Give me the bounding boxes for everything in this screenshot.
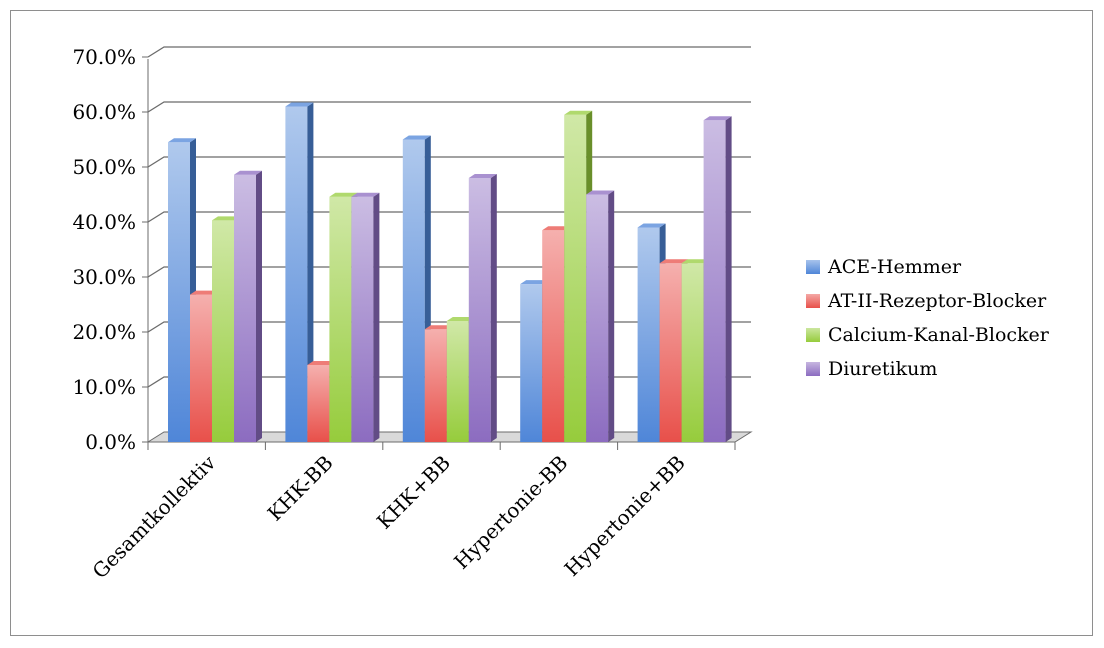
x-category-label: Hypertonie-BB xyxy=(449,451,572,574)
x-category-label: KHK+BB xyxy=(372,451,455,534)
legend-item: Calcium-Kanal-Blocker xyxy=(806,318,1096,352)
legend-item: Diuretikum xyxy=(806,352,1096,386)
bar xyxy=(234,171,262,442)
bar xyxy=(351,193,379,442)
bar xyxy=(704,116,732,442)
x-category-label: Gesamtkollektiv xyxy=(88,450,221,583)
legend-item: AT-II-Rezeptor-Blocker xyxy=(806,284,1096,318)
y-tick-label: 0.0% xyxy=(85,430,136,454)
legend-swatch xyxy=(806,260,820,274)
legend-label: Diuretikum xyxy=(828,358,937,380)
y-axis-ticks: 0.0% 10.0% 20.0% 30.0% 40.0% 50.0% 60.0% 70.0% xyxy=(72,45,136,454)
y-tick-label: 50.0% xyxy=(72,155,136,179)
legend-swatch xyxy=(806,328,820,342)
legend-item: ACE-Hemmer xyxy=(806,250,1096,284)
y-tick-label: 10.0% xyxy=(72,375,136,399)
legend: ACE-Hemmer AT-II-Rezeptor-Blocker Calcium-… xyxy=(806,250,1096,386)
bar xyxy=(469,174,497,442)
x-axis-labels: Gesamtkollektiv KHK-BB KHK+BBHypertonie-BB… xyxy=(88,450,690,583)
y-tick-label: 60.0% xyxy=(72,100,136,124)
legend-label: Calcium-Kanal-Blocker xyxy=(828,324,1049,346)
legend-label: ACE-Hemmer xyxy=(828,256,961,278)
bar xyxy=(586,191,614,443)
legend-swatch xyxy=(806,294,820,308)
legend-swatch xyxy=(806,362,820,376)
legend-label: AT-II-Rezeptor-Blocker xyxy=(828,290,1046,312)
y-tick-label: 70.0% xyxy=(72,45,136,69)
x-category-label: Hypertonie+BB xyxy=(560,451,690,581)
x-category-label: KHK-BB xyxy=(263,451,338,526)
y-tick-label: 20.0% xyxy=(72,320,136,344)
y-tick-label: 40.0% xyxy=(72,210,136,234)
y-tick-label: 30.0% xyxy=(72,265,136,289)
